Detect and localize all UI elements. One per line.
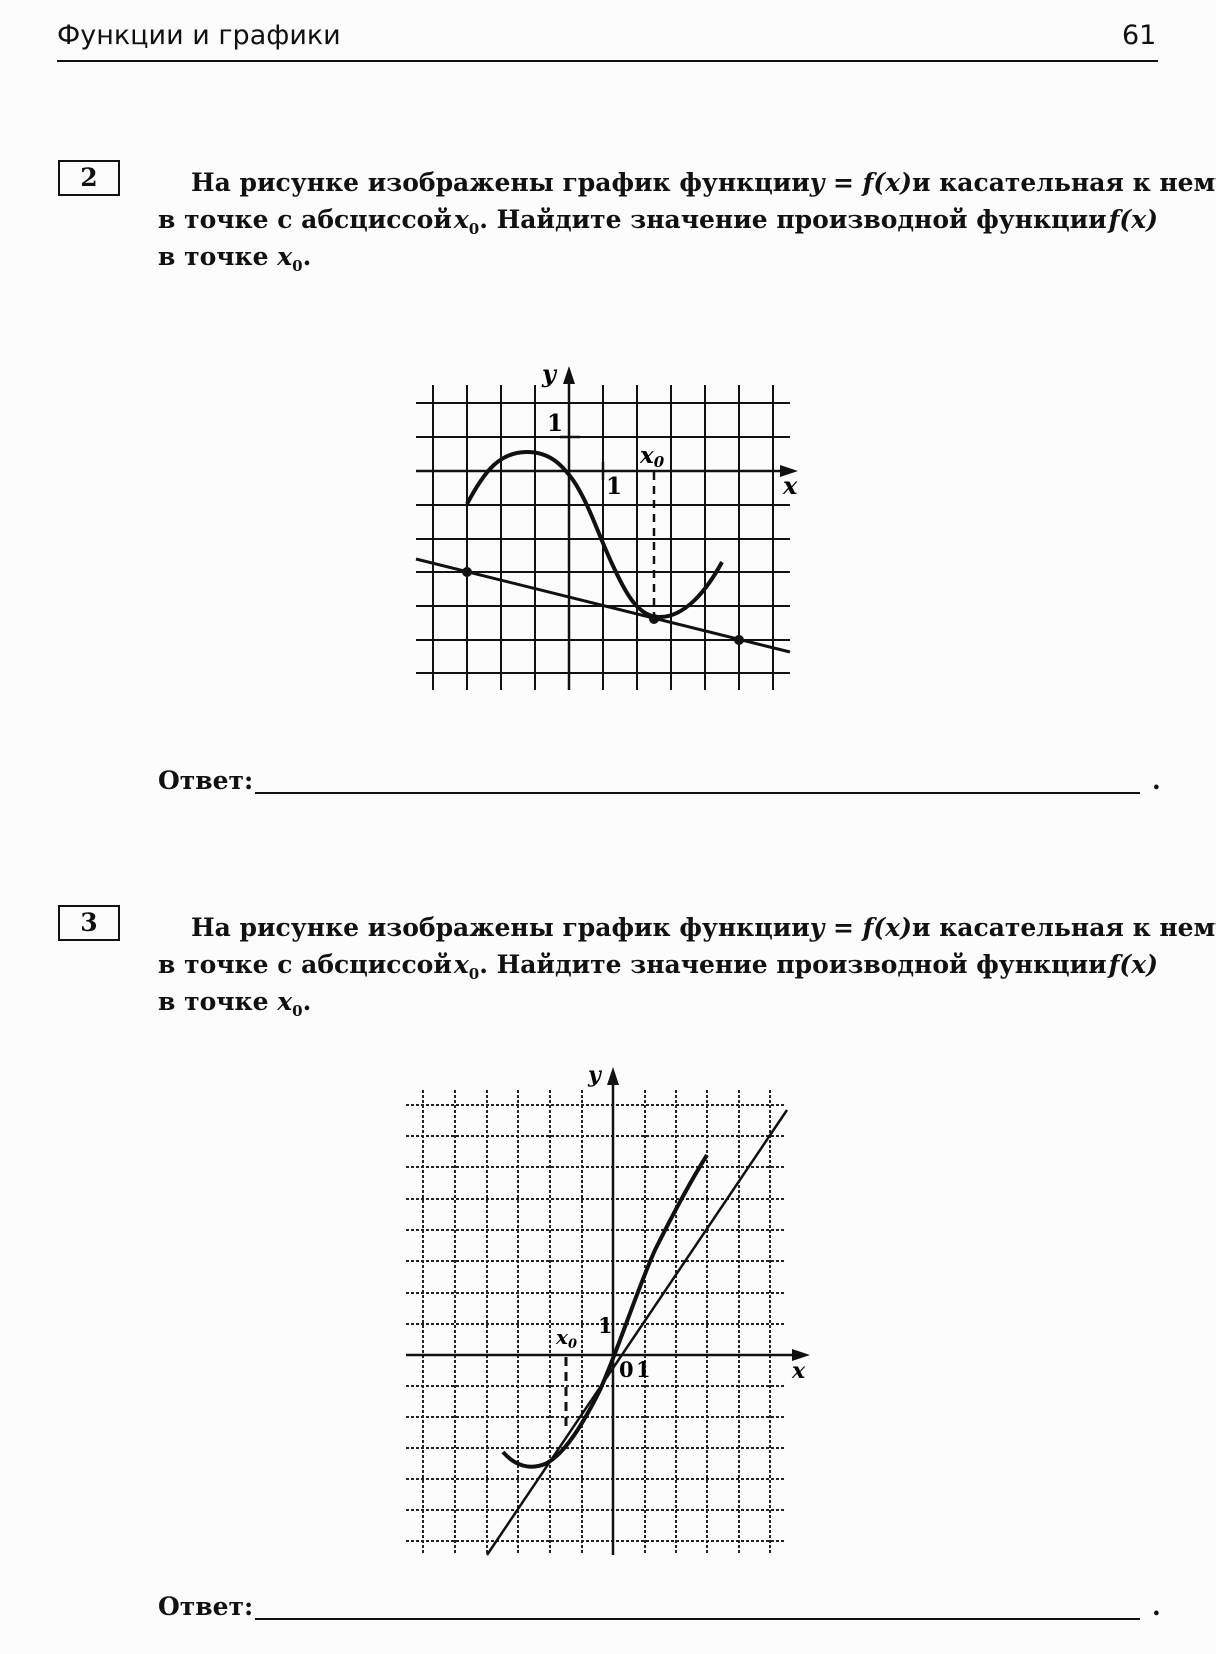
math: 0 [468,965,480,983]
y-axis-label: y [541,359,558,388]
math: x [277,242,293,271]
answer-dot: . [1152,1592,1161,1621]
text: в точке с абсциссой [158,950,452,979]
text: и касательная к нему [911,168,1216,197]
text: в точке [158,987,269,1016]
text: и касательная к нему [911,913,1216,942]
function-curve [501,1153,709,1469]
problem-text-line: На рисунке изображены график функции y =… [191,913,1216,943]
problem-text-line: в точке с абсциссой x0. Найдите значение… [158,205,1158,244]
tangent-line [415,557,791,654]
math: 0 [292,257,303,275]
problem-text-line: На рисунке изображены график функции y =… [191,168,1216,198]
math: 0 [468,220,480,238]
y-axis-arrow-icon [607,1067,619,1085]
text: . [302,987,312,1016]
answer-label: Ответ: [158,766,254,795]
text: . Найдите значение производной функции [479,950,1107,979]
answer-field[interactable] [255,1618,1140,1620]
text: На рисунке изображены график функции [191,913,810,942]
x-axis-arrow-icon [792,1349,810,1361]
problem-text-line: в точке x0. [158,987,311,1026]
answer-dot: . [1152,766,1161,795]
math: x [453,950,469,979]
math: x [277,987,293,1016]
origin-label: 0 [619,1357,634,1382]
page-number: 61 [1122,20,1157,51]
math: x [453,205,469,234]
math: y = f(x) [809,913,912,942]
tick-label-x: 1 [606,473,622,500]
x0-label: x0 [555,1325,577,1352]
function-curve [465,449,724,620]
y-axis-arrow-icon [563,366,575,384]
x0-label: x0 [639,442,665,471]
math: 0 [292,1002,303,1020]
problem-number: 3 [58,905,120,941]
x-axis-label: x [791,1358,806,1384]
header-rule [57,60,1158,62]
x-axis-label: x [782,471,798,500]
tick-label-y: 1 [547,410,563,437]
problem-number: 2 [58,160,120,196]
problem-text-line: в точке с абсциссой x0. Найдите значение… [158,950,1158,989]
answer-field[interactable] [255,792,1140,794]
text: На рисунке изображены график функции [191,168,810,197]
point-marker [462,567,472,577]
math: y = f(x) [809,168,912,197]
text: в точке с абсциссой [158,205,452,234]
figure-problem-3 [406,1067,810,1556]
section-title: Функции и графики [57,20,341,51]
problem-text-line: в точке x0. [158,242,311,281]
answer-label: Ответ: [158,1592,254,1621]
tick-label-y: 1 [598,1313,613,1338]
text: . Найдите значение производной функции [479,205,1107,234]
tick-label-x: 1 [636,1357,651,1382]
text: в точке [158,242,269,271]
figure-problem-2 [415,366,798,690]
tangent-line [485,1109,789,1556]
math: f(x) [1108,205,1158,234]
point-marker [649,614,659,624]
x-axis-arrow-icon [780,465,798,477]
y-axis-label: y [587,1062,603,1088]
text: . [302,242,312,271]
point-marker [734,635,744,645]
math: f(x) [1108,950,1158,979]
